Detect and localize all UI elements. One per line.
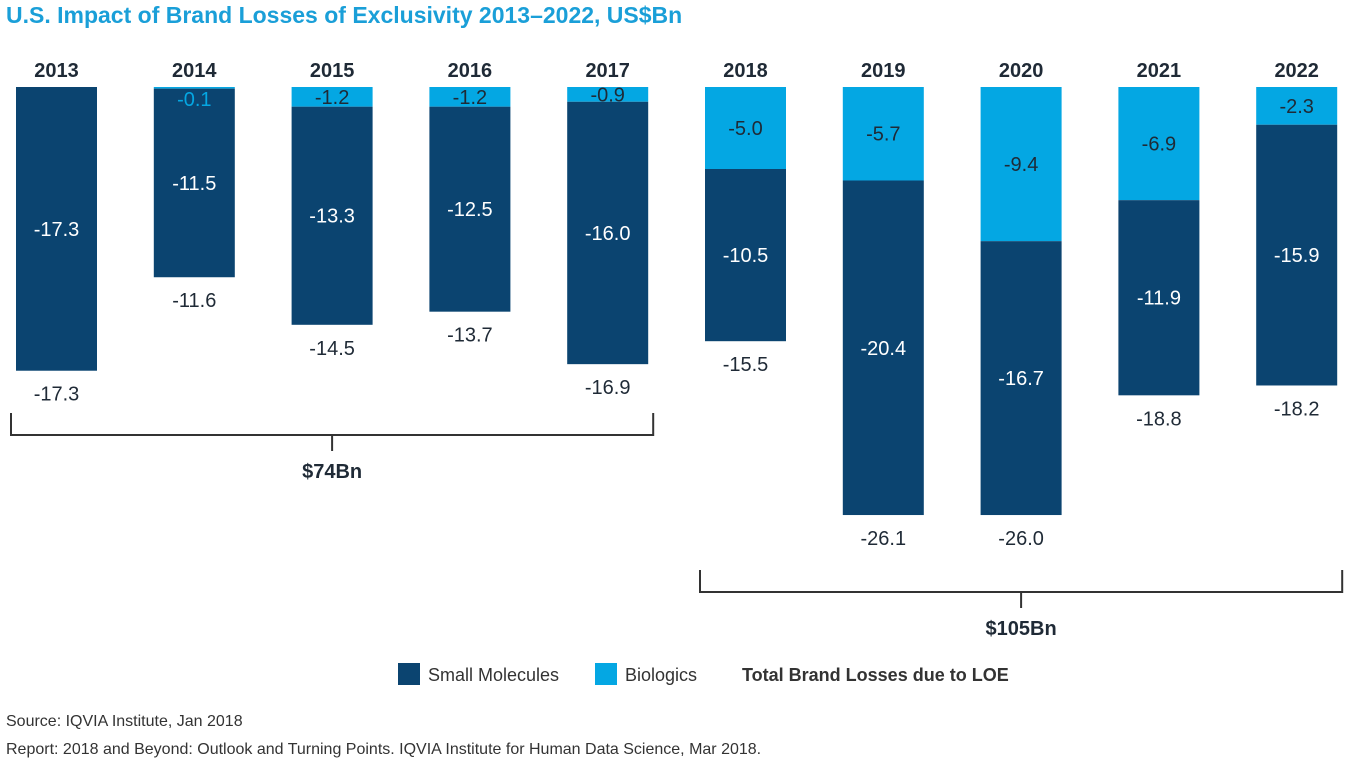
bracket-total-label: $105Bn xyxy=(986,618,1057,640)
biologics-bar xyxy=(291,87,373,107)
small-molecules-bar xyxy=(1118,200,1200,396)
small-molecules-value-label: -13.3 xyxy=(309,206,355,228)
small-molecules-bar xyxy=(291,106,373,325)
year-label: 2015 xyxy=(310,60,355,82)
small-molecules-value-label: -16.0 xyxy=(585,223,631,245)
biologics-bar xyxy=(980,87,1062,242)
small-molecules-bar xyxy=(153,88,235,278)
small-molecules-value-label: -17.3 xyxy=(34,219,80,241)
legend-swatch-biologics xyxy=(595,663,617,685)
legend-label-small-molecules: Small Molecules xyxy=(428,665,559,685)
year-label: 2017 xyxy=(585,60,630,82)
biologics-value-label: -0.1 xyxy=(177,89,211,111)
total-value-label: -26.1 xyxy=(861,528,907,550)
biologics-bar xyxy=(705,87,786,169)
small-molecules-value-label: -15.9 xyxy=(1274,245,1320,267)
biologics-bar xyxy=(1256,87,1338,125)
legend-label-biologics: Biologics xyxy=(625,665,697,685)
biologics-value-label: -0.9 xyxy=(590,84,624,106)
total-value-label: -26.0 xyxy=(998,528,1044,550)
total-value-label: -13.7 xyxy=(447,325,493,347)
year-label: 2018 xyxy=(723,60,768,82)
chart-title: U.S. Impact of Brand Losses of Exclusivi… xyxy=(6,2,683,28)
year-label: 2016 xyxy=(448,60,493,82)
year-label: 2020 xyxy=(999,60,1044,82)
total-value-label: -18.8 xyxy=(1136,408,1182,430)
small-molecules-bar xyxy=(16,87,97,371)
year-label: 2013 xyxy=(34,60,79,82)
small-molecules-bar xyxy=(980,241,1062,516)
small-molecules-bar xyxy=(1256,124,1338,386)
legend-swatch-small-molecules xyxy=(398,663,420,685)
bracket-total-label: $74Bn xyxy=(302,461,362,483)
year-label: 2021 xyxy=(1137,60,1182,82)
biologics-bar xyxy=(842,87,924,181)
source-note: Source: IQVIA Institute, Jan 2018 xyxy=(6,713,243,730)
small-molecules-value-label: -16.7 xyxy=(998,368,1044,390)
legend-label-totals: Total Brand Losses due to LOE xyxy=(742,665,1009,685)
small-molecules-value-label: -12.5 xyxy=(447,199,493,221)
biologics-value-label: -2.3 xyxy=(1279,96,1313,118)
biologics-value-label: -6.9 xyxy=(1142,134,1176,156)
year-label: 2019 xyxy=(861,60,906,82)
small-molecules-value-label: -20.4 xyxy=(861,338,907,360)
small-molecules-bar xyxy=(705,169,786,342)
small-molecules-value-label: -11.5 xyxy=(172,173,216,195)
bracket xyxy=(10,413,655,451)
small-molecules-bar xyxy=(842,180,924,516)
total-value-label: -18.2 xyxy=(1274,398,1320,420)
biologics-bar xyxy=(567,87,649,102)
biologics-value-label: -5.7 xyxy=(866,124,900,146)
small-molecules-bar xyxy=(567,101,649,365)
small-molecules-value-label: -10.5 xyxy=(723,245,769,267)
biologics-value-label: -5.0 xyxy=(728,118,762,140)
bracket xyxy=(699,570,1344,608)
biologics-bar xyxy=(1118,87,1200,201)
biologics-value-label: -9.4 xyxy=(1004,154,1038,176)
total-value-label: -14.5 xyxy=(309,338,355,360)
total-value-label: -17.3 xyxy=(34,384,80,406)
total-value-label: -11.6 xyxy=(172,290,216,312)
total-value-label: -15.5 xyxy=(723,354,769,376)
total-value-label: -16.9 xyxy=(585,377,631,399)
small-molecules-bar xyxy=(429,106,511,312)
biologics-value-label: -1.2 xyxy=(453,87,487,109)
report-note: Report: 2018 and Beyond: Outlook and Tur… xyxy=(6,741,762,758)
small-molecules-value-label: -11.9 xyxy=(1137,288,1181,310)
biologics-value-label: -1.2 xyxy=(315,87,349,109)
biologics-bar xyxy=(153,87,235,89)
biologics-bar xyxy=(429,87,511,107)
year-label: 2014 xyxy=(172,60,217,82)
year-label: 2022 xyxy=(1274,60,1319,82)
